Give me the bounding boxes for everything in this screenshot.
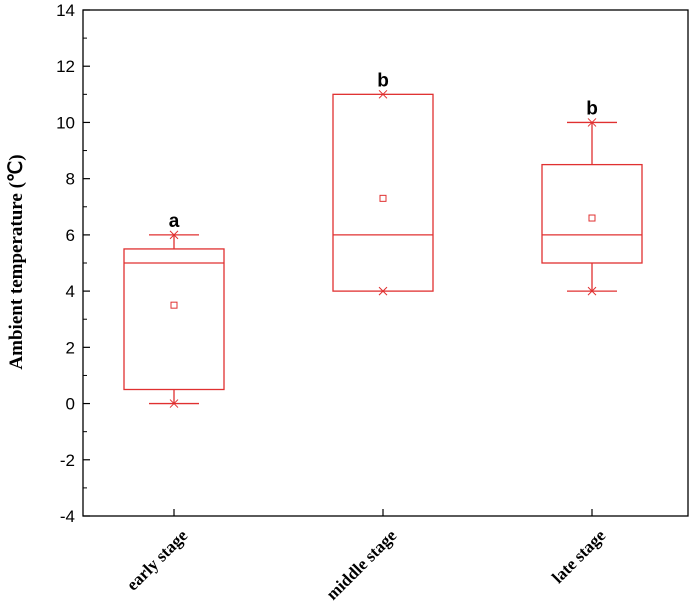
y-tick-label: 8 — [66, 170, 75, 189]
x-category-label: early stage — [123, 526, 192, 595]
box-iqr — [332, 93, 434, 292]
y-tick-label: 2 — [66, 338, 75, 357]
box-middle-stage: b — [332, 70, 434, 296]
y-tick-label: 6 — [66, 226, 75, 245]
box-iqr — [123, 248, 225, 391]
x-category-label: middle stage — [322, 526, 400, 604]
box-early-stage: a — [123, 211, 225, 408]
max-marker — [587, 118, 597, 127]
y-axis: -4 -2 0 2 4 6 8 10 12 14 — [56, 1, 90, 526]
min-marker — [169, 399, 179, 408]
y-tick-label: 4 — [66, 282, 75, 301]
x-axis: early stage middle stage late stage — [123, 509, 610, 604]
y-tick-label: 14 — [56, 1, 75, 20]
max-marker — [169, 230, 179, 240]
mean-marker — [379, 194, 387, 202]
box-iqr — [541, 163, 643, 264]
min-marker — [378, 286, 388, 296]
max-marker — [378, 89, 388, 99]
y-tick-label: 10 — [56, 113, 75, 132]
y-tick-label: -2 — [60, 451, 75, 470]
significance-label: b — [377, 70, 389, 91]
mean-marker — [170, 301, 178, 309]
mean-marker — [588, 214, 596, 222]
x-category-label: late stage — [548, 526, 609, 587]
min-marker — [587, 286, 597, 296]
y-tick-label: -4 — [60, 507, 75, 526]
significance-label: a — [169, 211, 180, 232]
significance-label: b — [586, 98, 598, 119]
y-axis-title: Ambient temperature (℃) — [6, 154, 27, 369]
y-tick-label: 0 — [66, 395, 75, 414]
y-tick-label: 12 — [56, 57, 75, 76]
boxes: a b b — [123, 70, 643, 408]
box-late-stage: b — [541, 98, 643, 296]
